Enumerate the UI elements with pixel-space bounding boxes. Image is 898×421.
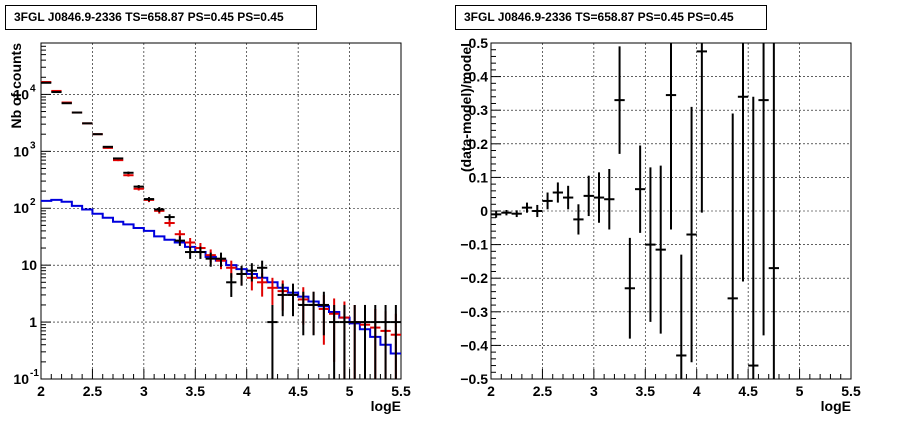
x-tick-label: 2 <box>37 383 45 399</box>
y-tick-exponent: 3 <box>30 140 36 151</box>
y-tick-label: 0.1 <box>469 169 489 185</box>
x-tick-label: 3 <box>140 383 148 399</box>
x-tick-label: 4 <box>693 383 701 399</box>
y-tick-label: −0.1 <box>460 237 488 253</box>
x-tick-label: 4.5 <box>288 383 308 399</box>
y-tick-label: 1 <box>29 314 37 330</box>
x-tick-label: 3.5 <box>186 383 206 399</box>
y-tick-label: 10 <box>13 86 29 102</box>
y-tick-label: 0.5 <box>469 35 489 51</box>
y-tick-label: −0.3 <box>460 304 488 320</box>
plot-frame <box>40 42 402 380</box>
x-tick-label: 4.5 <box>738 383 758 399</box>
y-axis-title: Nb of counts <box>8 43 24 129</box>
y-tick-exponent: -1 <box>30 368 39 379</box>
y-tick-label: 10 <box>13 371 29 387</box>
y-tick-label: 0.4 <box>469 69 489 85</box>
x-axis-title: logE <box>821 398 851 414</box>
left-plot-pad: 3FGL J0846.9-2336 TS=658.87 PS=0.45 PS=0… <box>5 5 411 414</box>
right-plot-pad: 3FGL J0846.9-2336 TS=658.87 PS=0.45 PS=0… <box>449 0 898 421</box>
x-tick-label: 4 <box>243 383 251 399</box>
y-tick-exponent: 2 <box>30 197 36 208</box>
series-model-source-line <box>41 198 401 355</box>
y-tick-label: 0.2 <box>469 136 489 152</box>
x-tick-label: 2 <box>487 383 495 399</box>
x-tick-label: 3 <box>590 383 598 399</box>
y-tick-label: 10 <box>21 257 37 273</box>
x-tick-label: 5.5 <box>391 383 411 399</box>
y-tick-label: −0.2 <box>460 270 488 286</box>
y-tick-exponent: 4 <box>30 83 36 94</box>
x-tick-label: 2.5 <box>533 383 553 399</box>
x-tick-label: 5 <box>346 383 354 399</box>
y-axis-title: (data-model)/model <box>458 43 474 172</box>
x-tick-label: 2.5 <box>83 383 103 399</box>
x-axis-title: logE <box>371 398 401 414</box>
y-tick-label: 10 <box>13 200 29 216</box>
x-tick-label: 5 <box>796 383 804 399</box>
y-tick-label: 10 <box>13 143 29 159</box>
y-tick-label: −0.4 <box>460 337 488 353</box>
y-tick-label: 0 <box>480 203 488 219</box>
residuals-chart: 2 2.5 3 3.5 4 4.5 5 5.5 −0.5 −0.4 −0.3 −0.2 −0.1 0 0.1… <box>458 35 861 414</box>
y-tick-label: −0.5 <box>460 371 488 387</box>
y-tick-label: 0.3 <box>469 102 489 118</box>
x-tick-label: 5.5 <box>841 383 861 399</box>
left-plot-title: 3FGL J0846.9-2336 TS=658.87 PS=0.45 PS=0… <box>5 5 317 30</box>
x-tick-label: 3.5 <box>636 383 656 399</box>
right-plot-title: 3FGL J0846.9-2336 TS=658.87 PS=0.45 PS=0… <box>455 5 767 30</box>
